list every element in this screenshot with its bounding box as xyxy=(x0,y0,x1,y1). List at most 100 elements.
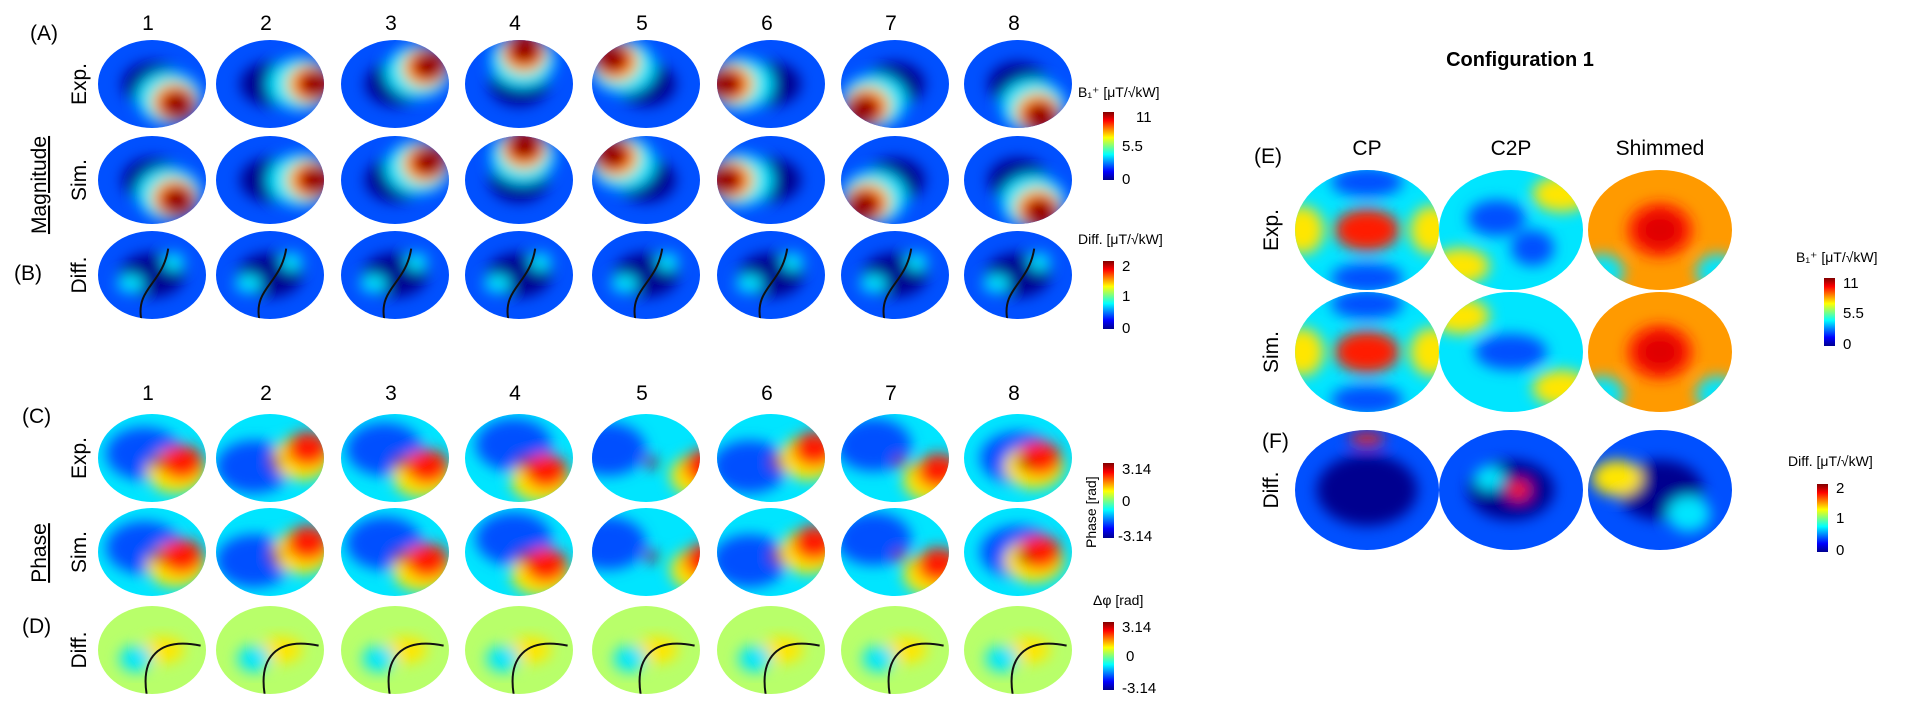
config-column-shimmed: Shimmed xyxy=(1616,137,1705,160)
magnitude-map-exp-6 xyxy=(717,40,825,128)
config-map-diff-cp xyxy=(1295,430,1439,550)
colorbar-dphi-gradient xyxy=(1103,622,1114,690)
colorbar-dphi-tick-max: 3.14 xyxy=(1122,619,1151,636)
row-label-diff-phase: Diff. xyxy=(68,632,91,669)
magnitude-map-sim-8 xyxy=(964,136,1072,224)
row-label-exp-config: Exp. xyxy=(1260,209,1283,251)
phase-diff-map-2 xyxy=(216,606,324,694)
channel-label-bottom-3: 3 xyxy=(385,382,397,405)
colorbar-diff-gradient xyxy=(1103,261,1114,329)
colorbar-b1-tick-mid: 5.5 xyxy=(1122,138,1143,155)
phase-map-exp-5 xyxy=(592,414,700,502)
row-label-sim-config: Sim. xyxy=(1260,331,1283,373)
magnitude-map-exp-2 xyxy=(216,40,324,128)
magnitude-map-exp-4 xyxy=(465,40,573,128)
colorbar-diff-tick-min: 0 xyxy=(1122,320,1130,337)
phase-map-sim-6 xyxy=(717,508,825,596)
config-map-exp-shimmed xyxy=(1588,170,1732,290)
row-label-exp-mag: Exp. xyxy=(68,63,91,105)
phase-map-exp-4 xyxy=(465,414,573,502)
phase-map-exp-2 xyxy=(216,414,324,502)
channel-label-top-1: 1 xyxy=(142,12,154,35)
colorbar-diff-right-gradient xyxy=(1817,484,1828,552)
config-map-diff-shimmed xyxy=(1588,430,1732,550)
colorbar-phase-tick-max: 3.14 xyxy=(1122,461,1151,478)
channel-labels-bottom: 1 2 3 4 5 6 7 8 xyxy=(142,382,1020,405)
panel-label-e: (E) xyxy=(1254,145,1282,168)
magnitude-map-exp-1 xyxy=(98,40,206,128)
row-label-diff-config: Diff. xyxy=(1260,472,1283,509)
colorbar-phase-title: Phase [rad] xyxy=(1083,476,1099,548)
phase-diff-map-1 xyxy=(98,606,206,694)
phase-map-sim-2 xyxy=(216,508,324,596)
panel-label-b: (B) xyxy=(14,262,42,285)
colorbar-b1-right-tick-min: 0 xyxy=(1843,336,1851,353)
colorbar-b1-right-title: B₁⁺ [μT/√kW] xyxy=(1796,249,1878,265)
colorbar-diff-title: Diff. [μT/√kW] xyxy=(1078,231,1163,247)
panel-label-a: (A) xyxy=(30,22,58,45)
colorbar-b1-right: B₁⁺ [μT/√kW] 11 5.5 0 xyxy=(1796,249,1878,353)
colorbar-b1-gradient xyxy=(1103,112,1114,180)
channel-label-bottom-4: 4 xyxy=(509,382,521,405)
config-map-sim-c2p xyxy=(1439,292,1583,412)
panel-label-c: (C) xyxy=(22,405,51,428)
channel-label-bottom-2: 2 xyxy=(260,382,272,405)
colorbar-b1-tick-max: 11 xyxy=(1136,109,1152,126)
row-label-diff-mag: Diff. xyxy=(68,257,91,294)
phase-diff-map-4 xyxy=(465,606,573,694)
row-label-sim-phase: Sim. xyxy=(68,531,91,573)
magnitude-diff-map-1 xyxy=(98,231,206,319)
magnitude-diff-map-3 xyxy=(341,231,449,319)
colorbar-diff-right-tick-max: 2 xyxy=(1836,480,1844,497)
channel-label-bottom-5: 5 xyxy=(636,382,648,405)
phase-diff-map-8 xyxy=(964,606,1072,694)
colorbar-b1: B₁⁺ [μT/√kW] 11 5.5 0 xyxy=(1078,84,1160,188)
magnitude-map-sim-2 xyxy=(216,136,324,224)
config-map-exp-cp xyxy=(1295,170,1439,290)
channel-label-top-3: 3 xyxy=(385,12,397,35)
magnitude-map-sim-7 xyxy=(841,136,949,224)
colorbar-dphi-title: Δφ [rad] xyxy=(1093,592,1143,608)
config-map-exp-c2p xyxy=(1439,170,1583,290)
phase-map-exp-8 xyxy=(964,414,1072,502)
phase-diff-map-6 xyxy=(717,606,825,694)
channel-label-top-4: 4 xyxy=(509,12,521,35)
phase-map-sim-1 xyxy=(98,508,206,596)
magnitude-diff-map-5 xyxy=(592,231,700,319)
magnitude-map-exp-3 xyxy=(341,40,449,128)
phase-map-sim-5 xyxy=(592,508,700,596)
channel-label-top-5: 5 xyxy=(636,12,648,35)
channel-label-top-7: 7 xyxy=(885,12,897,35)
phase-map-exp-6 xyxy=(717,414,825,502)
colorbar-b1-right-gradient xyxy=(1824,278,1835,346)
group-label-magnitude: Magnitude xyxy=(28,136,51,234)
field-map-grid-right xyxy=(1295,170,1732,550)
channel-label-bottom-7: 7 xyxy=(885,382,897,405)
colorbar-phase-gradient xyxy=(1103,463,1114,538)
channel-label-bottom-8: 8 xyxy=(1008,382,1020,405)
panel-label-d: (D) xyxy=(22,615,51,638)
magnitude-diff-map-6 xyxy=(717,231,825,319)
magnitude-diff-map-2 xyxy=(216,231,324,319)
colorbar-dphi-tick-min: -3.14 xyxy=(1122,680,1156,697)
colorbar-b1-right-tick-mid: 5.5 xyxy=(1843,305,1864,322)
phase-map-exp-1 xyxy=(98,414,206,502)
channel-label-bottom-6: 6 xyxy=(761,382,773,405)
magnitude-map-exp-8 xyxy=(964,40,1072,128)
colorbar-phase-tick-min: -3.14 xyxy=(1118,528,1152,545)
config-map-diff-c2p xyxy=(1439,430,1583,550)
magnitude-map-exp-5 xyxy=(592,40,700,128)
colorbar-b1-tick-min: 0 xyxy=(1122,171,1130,188)
magnitude-diff-map-4 xyxy=(465,231,573,319)
colorbar-phase: Phase [rad] 3.14 0 -3.14 xyxy=(1083,461,1152,548)
colorbar-diff: Diff. [μT/√kW] 2 1 0 xyxy=(1078,231,1163,337)
magnitude-map-sim-4 xyxy=(465,136,573,224)
group-label-phase: Phase xyxy=(28,523,51,583)
config-column-c2p: C2P xyxy=(1491,137,1532,160)
channel-label-top-2: 2 xyxy=(260,12,272,35)
magnitude-map-sim-3 xyxy=(341,136,449,224)
colorbar-diff-right-tick-mid: 1 xyxy=(1836,510,1844,527)
phase-map-sim-7 xyxy=(841,508,949,596)
configuration-title: Configuration 1 xyxy=(1446,49,1594,71)
magnitude-map-sim-1 xyxy=(98,136,206,224)
